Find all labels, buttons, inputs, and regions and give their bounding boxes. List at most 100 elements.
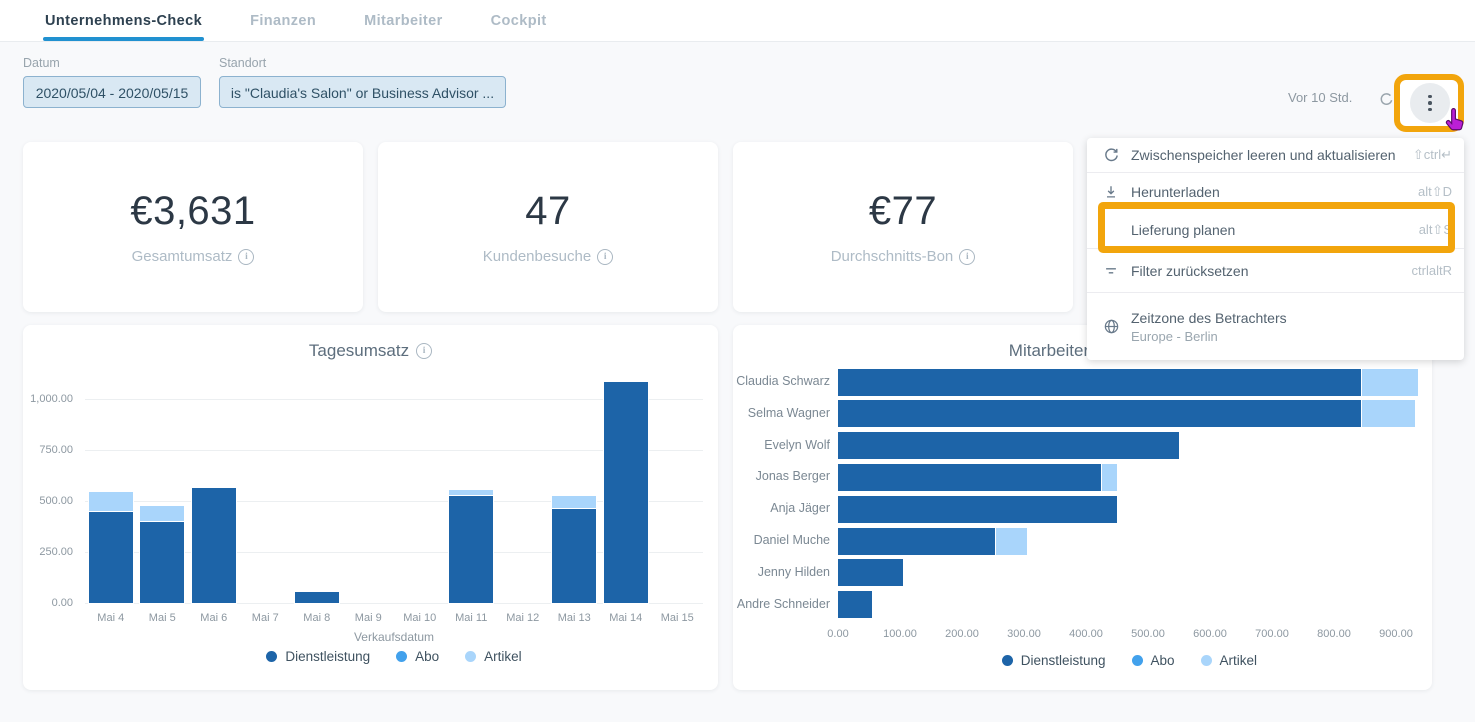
bar-segment[interactable] [602,380,649,604]
menu-item-label: Lieferung planen [1131,221,1236,238]
bar-segment[interactable] [139,520,186,604]
x-category-label: Mai 13 [557,612,591,624]
bar-segment[interactable] [551,494,598,510]
bar-segment[interactable] [448,493,495,604]
legend-dot [1001,655,1013,666]
filter-bar: Datum 2020/05/04 - 2020/05/15 Standort i… [23,56,506,108]
date-filter-value[interactable]: 2020/05/04 - 2020/05/15 [23,76,201,108]
bar-segment[interactable] [837,462,1103,492]
legend-item[interactable]: Artikel [465,649,522,664]
legend-item[interactable]: Dienstleistung [266,649,370,664]
location-filter-value[interactable]: is "Claudia's Salon" or Business Advisor… [219,76,506,108]
gridline [85,552,703,553]
bar-segment[interactable] [836,526,998,556]
bar-segment[interactable] [837,494,1118,524]
tab-unternehmens-check[interactable]: Unternehmens-Check [42,0,205,41]
x-tick-label: 500.00 [1131,628,1165,640]
x-category-label: Mai 8 [303,612,331,624]
kpi-value: €3,631 [130,189,256,233]
x-category-label: Mai 5 [148,612,176,624]
x-tick-label: 900.00 [1379,628,1413,640]
location-filter-group: Standort is "Claudia's Salon" or Busines… [219,56,506,108]
x-category-label: Mai 12 [506,612,540,624]
legend-label: Artikel [1219,653,1258,668]
kpi-card-durchschnitts-bon: €77 Durchschnitts-Bon i [733,142,1073,312]
info-icon[interactable]: i [597,248,614,265]
date-filter-group: Datum 2020/05/04 - 2020/05/15 [23,56,201,108]
chart-panel-tagesumsatz: Tagesumsatz i 0.00 250.00 500.00 750.00 1,000… [23,325,718,690]
menu-item-zwischenspeicher[interactable]: Zwischenspeicher leeren und aktualisiere… [1087,138,1464,173]
y-tick-label: 500.00 [39,495,73,507]
bar-segment[interactable] [448,488,495,496]
y-tick-label: 0.00 [51,597,73,609]
refresh-icon [1101,147,1121,164]
gridline [85,603,703,604]
highlight-box-menu-item [1098,202,1455,253]
bar-segment[interactable] [551,507,598,604]
date-filter-label: Datum [23,56,60,70]
legend-label: Dienstleistung [1020,653,1106,668]
bar-segment[interactable] [837,367,1363,397]
y-tick-label: 250.00 [39,546,73,558]
kpi-card-gesamtumsatz: €3,631 Gesamtumsatz i [23,142,363,312]
menu-item-herunterladen[interactable]: Herunterladen alt⇧D [1087,173,1464,211]
tab-bar: Unternehmens-Check Finanzen Mitarbeiter … [0,0,1475,42]
bar-segment[interactable] [190,486,237,604]
bar-segment[interactable] [1360,399,1416,429]
bar-segment[interactable] [836,590,874,620]
chart-legend: Dienstleistung Abo Artikel [838,653,1421,668]
category-name-label: Jenny Hilden [757,564,830,579]
legend-label: Artikel [484,649,522,664]
gridline [85,399,703,400]
menu-item-shortcut: alt⇧S [1418,221,1452,237]
y-tick-label: 1,000.00 [30,393,73,405]
tab-finanzen[interactable]: Finanzen [250,12,317,29]
legend-item[interactable]: Abo [1131,653,1175,668]
last-updated-text: Vor 10 Std. [1288,90,1353,105]
x-tick-label: 100.00 [883,628,917,640]
bar-segment[interactable] [87,490,134,513]
legend-item[interactable]: Abo [396,649,439,664]
refresh-icon[interactable] [1379,92,1394,112]
bar-segment[interactable] [1360,367,1419,397]
bar-segment[interactable] [293,590,340,605]
kpi-label: Gesamtumsatz [131,248,233,265]
bar-segment[interactable] [837,399,1363,429]
info-icon[interactable]: i [238,248,255,265]
menu-item-label: Filter zurücksetzen [1131,262,1249,279]
x-tick-label: 400.00 [1069,628,1103,640]
globe-icon [1101,318,1121,335]
category-name-label: Claudia Schwarz [736,374,830,388]
location-filter-label: Standort [219,56,267,70]
chart-title: Tagesumsatz [308,341,410,360]
x-category-label: Mai 10 [403,612,437,624]
tab-cockpit[interactable]: Cockpit [490,12,547,29]
menu-item-filter-zuruecksetzen[interactable]: Filter zurücksetzen ctrlaltR [1087,249,1464,293]
x-category-label: Mai 11 [455,612,488,624]
x-category-label: Mai 15 [660,612,694,624]
menu-item-label: Zwischenspeicher leeren und aktualisiere… [1131,147,1396,163]
legend-item[interactable]: Dienstleistung [1001,653,1106,668]
bar-segment[interactable] [995,526,1029,556]
info-icon[interactable]: i [959,248,976,265]
x-tick-label: 300.00 [1007,628,1041,640]
bar-segment[interactable] [1100,462,1118,492]
menu-item-zeitzone[interactable]: Zeitzone des Betrachters Europe - Berlin [1087,293,1464,360]
info-icon[interactable]: i [416,343,433,359]
tab-mitarbeiter[interactable]: Mitarbeiter [364,12,443,29]
bar-segment[interactable] [139,505,186,523]
cursor-pointer-hand [1441,107,1467,140]
bar-segment[interactable] [836,558,905,588]
more-options-button[interactable] [1410,83,1450,123]
x-category-label: Mai 14 [609,612,643,624]
menu-item-shortcut: alt⇧D [1417,184,1452,199]
legend-dot [266,651,278,662]
gridline [85,450,703,451]
x-category-label: Mai 9 [354,612,382,624]
bar-segment[interactable] [837,431,1180,461]
bar-segment[interactable] [87,510,134,604]
kpi-value: 47 [525,189,571,233]
x-category-label: Mai 7 [251,612,279,624]
x-tick-label: 600.00 [1193,628,1227,640]
legend-item[interactable]: Artikel [1200,653,1258,668]
